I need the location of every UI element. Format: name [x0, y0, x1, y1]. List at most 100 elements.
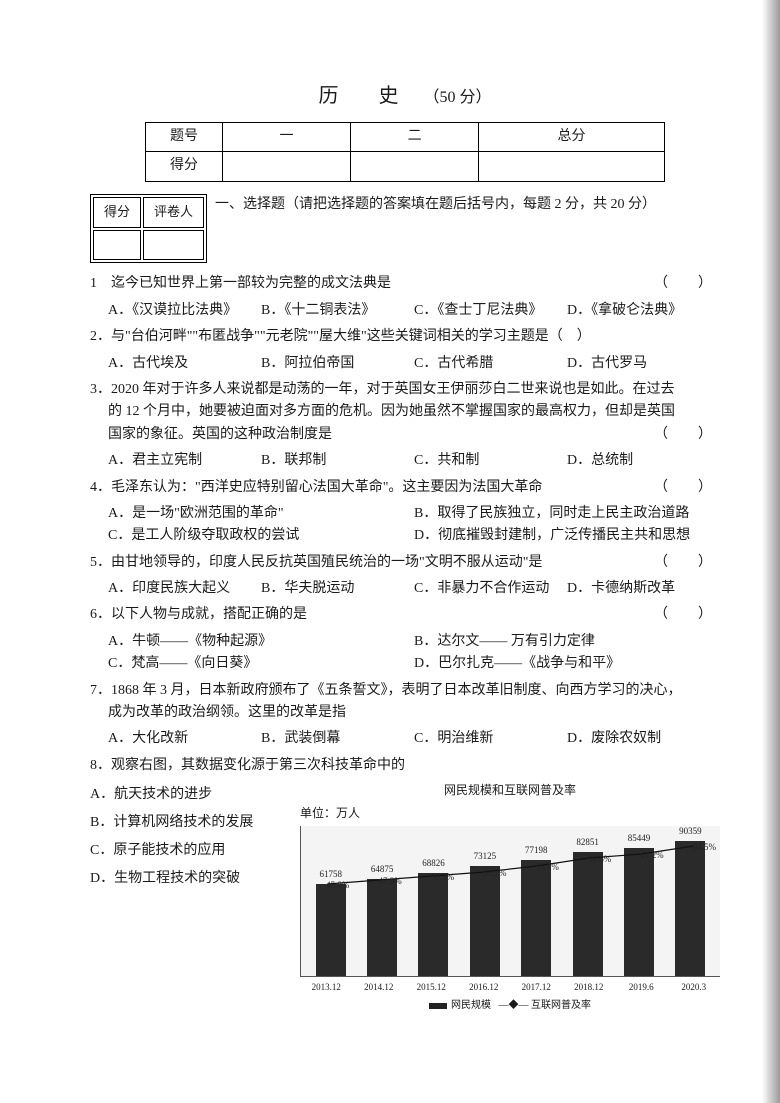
answer-paren: （ ） [654, 477, 720, 499]
chart-title: 网民规模和互联网普及率 [300, 781, 720, 800]
x-label: 2013.12 [300, 980, 353, 994]
bar [624, 848, 654, 976]
x-axis-labels: 2013.122014.122015.122016.122017.122018.… [300, 980, 720, 994]
bar [418, 873, 448, 976]
opt-c: C．原子能技术的应用 [90, 837, 290, 865]
opt-a: A．牛顿——《物种起源》 [108, 631, 414, 653]
bar-value-label: 73125 [474, 849, 497, 863]
legend-line-text: 互联网普及率 [531, 1000, 591, 1011]
x-label: 2016.12 [458, 980, 511, 994]
bar-value-label: 68826 [422, 856, 445, 870]
bar-chart: 6175845.8%6487547.9%6882650.3%7312553.2%… [300, 826, 720, 977]
question-2: 2．与"台伯河畔""布匿战争""元老院""屋大维"这些关键词相关的学习主题是（ … [90, 326, 720, 348]
pct-label: 59.6% [588, 852, 611, 866]
opt-c: C．《查士丁尼法典》 [414, 300, 567, 322]
q2-stem: 2．与"台伯河畔""布匿战争""元老院""屋大维"这些关键词相关的学习主题是（ … [90, 329, 591, 344]
opt-a: A．君主立宪制 [108, 450, 261, 472]
bar [367, 879, 397, 976]
bar-value-label: 77198 [525, 843, 548, 857]
opt-d: D．《拿破仑法典》 [567, 300, 720, 322]
bar-value-label: 90359 [679, 824, 702, 838]
q6-stem: 6．以下人物与成就，搭配正确的是 [90, 607, 307, 622]
answer-paren: （ ） [654, 552, 720, 574]
points-text: （50 分） [423, 89, 491, 106]
cell-blank [223, 152, 351, 181]
question-7: 7．1868 年 3 月，日本新政府颁布了《五条誓文》，表明了日本改革旧制度、向… [90, 680, 720, 725]
bar [675, 841, 705, 976]
opt-b: B．《十二铜表法》 [261, 300, 414, 322]
opt-d: D．生物工程技术的突破 [90, 865, 290, 893]
bar-value-label: 85449 [628, 831, 651, 845]
opt-d: D．古代罗马 [567, 353, 720, 375]
opt-b: B．华夫脱运动 [261, 578, 414, 600]
q3-stem-line2: 的 12 个月中，她要被迫面对多方面的危机。因为她虽然不掌握国家的最高权力，但却… [90, 401, 720, 423]
eval-score-label: 得分 [93, 197, 141, 228]
opt-d: D．巴尔扎克——《战争与和平》 [414, 653, 720, 675]
chart-legend: 网民规模 —◆— 互联网普及率 [300, 998, 720, 1014]
q1-options: A．《汉谟拉比法典》 B．《十二铜表法》 C．《查士丁尼法典》 D．《拿破仑法典… [90, 300, 720, 322]
question-5: 5．由甘地领导的，印度人民反抗英国殖民统治的一场"文明不服从运动"是 （ ） [90, 552, 720, 574]
q7-options: A．大化改新 B．武装倒幕 C．明治维新 D．废除农奴制 [90, 728, 720, 750]
opt-b: B．联邦制 [261, 450, 414, 472]
opt-a: A．航天技术的进步 [90, 781, 290, 809]
cell: 总分 [479, 123, 665, 152]
q8-stem: 8．观察右图，其数据变化源于第三次科技革命中的 [90, 758, 405, 773]
page-title: 历 史 （50 分） [90, 80, 720, 112]
score-table: 题号 一 二 总分 得分 [145, 122, 665, 182]
subject-text: 历 史 [318, 85, 408, 107]
q7-stem-line2: 成为改革的政治纲领。这里的改革是指 [90, 702, 720, 724]
pct-label: 45.8% [326, 878, 349, 892]
opt-d: D．总统制 [567, 450, 720, 472]
evaluator-box: 得分 评卷人 [90, 194, 207, 264]
bar [573, 852, 603, 976]
q3-options: A．君主立宪制 B．联邦制 C．共和制 D．总统制 [90, 450, 720, 472]
x-label: 2014.12 [353, 980, 406, 994]
answer-paren: （ ） [654, 424, 720, 446]
bar [316, 884, 346, 976]
table-row: 得分 [146, 152, 665, 181]
q5-options: A．印度民族大起义 B．华夫脱运动 C．非暴力不合作运动 D．卡德纳斯改革 [90, 578, 720, 600]
table-row: 题号 一 二 总分 [146, 123, 665, 152]
question-1: 1 迄今已知世界上第一部较为完整的成文法典是 （ ） [90, 273, 720, 295]
q3-stem-text: 国家的象征。英国的这种政治制度是 [108, 427, 332, 442]
eval-blank [143, 230, 204, 261]
cell-blank [351, 152, 479, 181]
q2-options: A．古代埃及 B．阿拉伯帝国 C．古代希腊 D．古代罗马 [90, 353, 720, 375]
question-8: 8．观察右图，其数据变化源于第三次科技革命中的 [90, 755, 720, 777]
cell-label: 得分 [146, 152, 223, 181]
chart-figure: 网民规模和互联网普及率 单位：万人 6175845.8%6487547.9%68… [290, 781, 720, 1014]
pct-label: 55.8% [536, 860, 559, 874]
opt-b: B．阿拉伯帝国 [261, 353, 414, 375]
pct-label: 50.3% [431, 870, 454, 884]
q8-options: A．航天技术的进步 B．计算机网络技术的发展 C．原子能技术的应用 D．生物工程… [90, 781, 290, 1014]
cell-label: 题号 [146, 123, 223, 152]
opt-a: A．古代埃及 [108, 353, 261, 375]
opt-a: A．印度民族大起义 [108, 578, 261, 600]
opt-c: C．梵高——《向日葵》 [108, 653, 414, 675]
q1-stem: 1 迄今已知世界上第一部较为完整的成文法典是 [90, 276, 391, 291]
cell: 一 [223, 123, 351, 152]
opt-a: A．是一场"欧洲范围的革命" [108, 503, 414, 525]
q7-stem-line1: 7．1868 年 3 月，日本新政府颁布了《五条誓文》，表明了日本改革旧制度、向… [90, 680, 720, 702]
opt-c: C．共和制 [414, 450, 567, 472]
bar [521, 860, 551, 976]
x-label: 2020.3 [668, 980, 721, 994]
opt-a: A．大化改新 [108, 728, 261, 750]
cell: 二 [351, 123, 479, 152]
legend-swatch-bar [429, 1003, 447, 1009]
exam-page: 历 史 （50 分） 题号 一 二 总分 得分 得分 评卷人 一、 [0, 0, 780, 1054]
q8-body: A．航天技术的进步 B．计算机网络技术的发展 C．原子能技术的应用 D．生物工程… [90, 781, 720, 1014]
eval-blank [93, 230, 141, 261]
answer-paren: （ ） [654, 604, 720, 626]
bar-value-label: 82851 [576, 835, 599, 849]
question-6: 6．以下人物与成就，搭配正确的是 （ ） [90, 604, 720, 626]
opt-c: C．明治维新 [414, 728, 567, 750]
q6-options: A．牛顿——《物种起源》 B．达尔文—— 万有引力定律 C．梵高——《向日葵》 … [90, 631, 720, 676]
pct-label: 64.5% [693, 840, 716, 854]
q5-stem: 5．由甘地领导的，印度人民反抗英国殖民统治的一场"文明不服从运动"是 [90, 555, 542, 570]
chart-unit: 单位：万人 [300, 804, 720, 823]
q3-stem-line1: 3．2020 年对于许多人来说都是动荡的一年，对于英国女王伊丽莎白二世来说也是如… [90, 379, 720, 401]
opt-c: C．非暴力不合作运动 [414, 578, 567, 600]
opt-c: C．古代希腊 [414, 353, 567, 375]
opt-c: C．是工人阶级夺取政权的尝试 [108, 525, 414, 547]
